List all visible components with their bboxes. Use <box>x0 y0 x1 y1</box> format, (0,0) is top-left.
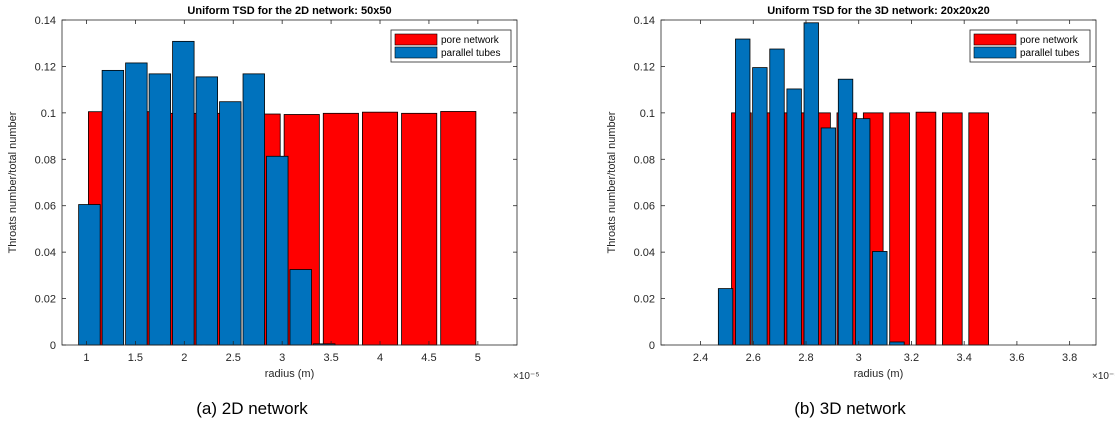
pore-network-bar <box>322 112 359 346</box>
x-tick-label: 2.8 <box>798 352 813 364</box>
x-tick-label: 2.6 <box>746 352 761 364</box>
parallel-tubes-bar <box>148 73 172 346</box>
y-tick-label: 0.14 <box>634 15 655 27</box>
x-axis-exponent: ×10⁻⁵ <box>1092 371 1115 382</box>
y-axis-label: Throats number/total number <box>7 111 19 253</box>
x-tick-label: 5 <box>475 352 481 364</box>
parallel-tubes-bar <box>78 204 101 346</box>
x-tick-label: 4 <box>377 352 383 364</box>
pore-network-bar <box>440 111 477 346</box>
chart-title: Uniform TSD for the 3D network: 20x20x20 <box>767 5 990 17</box>
y-tick-label: 0.1 <box>41 108 56 120</box>
pore-network-bar <box>942 112 963 346</box>
parallel-tubes-bar <box>735 38 751 346</box>
legend-swatch <box>394 33 438 46</box>
parallel-tubes-bar <box>820 127 837 346</box>
axes-box <box>61 19 518 346</box>
legend-label: parallel tubes <box>441 48 500 59</box>
y-tick-label: 0.04 <box>634 247 655 259</box>
y-tick-label: 0.06 <box>35 201 56 213</box>
legend-swatch <box>973 33 1017 46</box>
parallel-tubes-bar <box>195 76 218 346</box>
y-tick-label: 0.06 <box>634 201 655 213</box>
x-axis-exponent: ×10⁻⁵ <box>513 371 539 382</box>
pore-network-bar <box>915 111 937 346</box>
y-tick-label: 0.04 <box>35 247 56 259</box>
x-tick-label: 1 <box>83 352 89 364</box>
x-tick-label: 3 <box>856 352 862 364</box>
legend: pore network parallel tubes <box>390 29 512 63</box>
parallel-tubes-bar <box>266 155 289 346</box>
y-tick-label: 0.02 <box>35 294 56 306</box>
parallel-tubes-bar <box>872 251 888 346</box>
y-tick-label: 0 <box>50 340 56 352</box>
parallel-tubes-bar <box>752 67 768 346</box>
parallel-tubes-bar <box>803 22 819 346</box>
pore-network-bar <box>361 111 399 346</box>
parallel-tubes-bar <box>855 118 871 346</box>
parallel-tubes-bar <box>219 101 242 346</box>
pore-network-bar <box>401 112 438 346</box>
y-axis-label: Throats number/total number <box>606 111 618 253</box>
x-axis-label: radius (m) <box>854 368 904 380</box>
y-tick-label: 0.08 <box>35 154 56 166</box>
x-tick-label: 1.5 <box>128 352 143 364</box>
figure-caption: (a) 2D network <box>196 399 308 418</box>
panel-2d-network: 1 1.5 2 2.5 3 3.5 4 4.5 5 0 0.02 0.04 0.06 0.08 0.1 0.1… <box>7 5 539 418</box>
x-tick-label: 3.6 <box>1009 352 1024 364</box>
parallel-tubes-bar <box>101 69 125 346</box>
x-tick-label: 3.5 <box>323 352 338 364</box>
x-tick-label: 3.4 <box>957 352 972 364</box>
x-tick-label: 4.5 <box>421 352 436 364</box>
legend-label: parallel tubes <box>1020 48 1079 59</box>
x-tick-label: 2.5 <box>226 352 241 364</box>
parallel-tubes-bar <box>289 269 312 346</box>
x-tick-label: 3 <box>279 352 285 364</box>
parallel-tubes-bar <box>786 88 802 346</box>
panel-3d-network: 2.4 2.6 2.8 3 3.2 3.4 3.6 3.8 0 0.02 0.04 0.06 0.08 0… <box>606 5 1115 418</box>
y-tick-label: 0 <box>649 340 655 352</box>
x-tick-label: 3.8 <box>1062 352 1077 364</box>
legend-label: pore network <box>1020 35 1079 46</box>
parallel-tubes-bar <box>172 40 195 346</box>
axes-box <box>660 19 1097 346</box>
parallel-tubes-bar <box>242 73 265 346</box>
y-tick-label: 0.08 <box>634 154 655 166</box>
y-tick-label: 0.12 <box>35 61 56 73</box>
legend-swatch <box>973 46 1017 59</box>
pore-network-bar <box>968 112 989 346</box>
y-tick-label: 0.12 <box>634 61 655 73</box>
x-axis-label: radius (m) <box>265 368 315 380</box>
y-tick-label: 0.14 <box>35 15 56 27</box>
parallel-tubes-bar <box>769 48 785 346</box>
x-tick-label: 3.2 <box>904 352 919 364</box>
chart-title: Uniform TSD for the 2D network: 50x50 <box>187 5 391 17</box>
parallel-tubes-bar <box>717 288 734 346</box>
parallel-tubes-bar <box>837 78 854 346</box>
y-tick-label: 0.02 <box>634 294 655 306</box>
legend: pore network parallel tubes <box>969 29 1091 63</box>
legend-label: pore network <box>441 35 500 46</box>
figure-caption: (b) 3D network <box>794 399 906 418</box>
x-tick-label: 2 <box>181 352 187 364</box>
legend-swatch <box>394 46 438 59</box>
parallel-tubes-bar <box>889 341 905 346</box>
parallel-tubes-bar <box>125 62 148 346</box>
y-tick-label: 0.1 <box>640 108 655 120</box>
x-tick-label: 2.4 <box>693 352 708 364</box>
pore-network-bar <box>889 112 910 346</box>
